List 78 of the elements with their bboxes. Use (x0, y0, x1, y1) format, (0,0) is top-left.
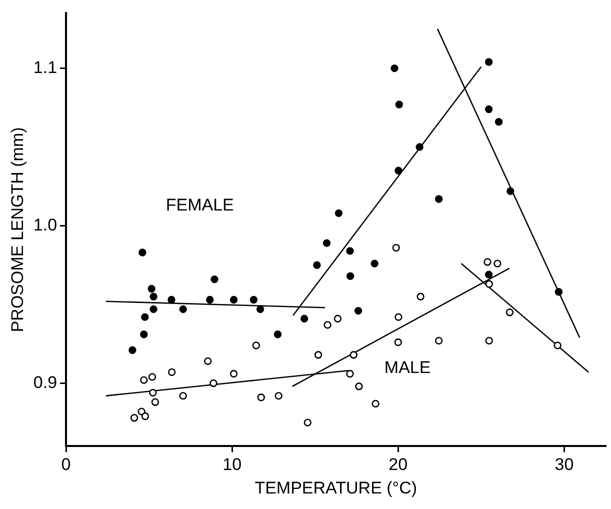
point (346, 370, 354, 378)
point (168, 296, 176, 304)
point (252, 342, 260, 350)
point (138, 248, 146, 256)
series-label: MALE (384, 358, 431, 377)
point (179, 305, 187, 314)
point (484, 258, 492, 266)
point (484, 270, 493, 278)
point (434, 336, 443, 345)
point (506, 187, 514, 195)
point (354, 306, 362, 315)
y-axis-title: PROSOME LENGTH (mm) (8, 127, 27, 332)
point (392, 244, 400, 252)
point (210, 275, 218, 284)
point (346, 247, 354, 255)
point (230, 296, 238, 304)
point (274, 392, 282, 400)
point (494, 118, 503, 126)
point (250, 296, 258, 304)
point (179, 392, 187, 400)
point (394, 166, 402, 175)
point (150, 292, 158, 300)
point (300, 314, 308, 323)
x-tick-label: 0 (61, 455, 71, 474)
point (141, 313, 149, 321)
point (346, 272, 354, 280)
point (256, 305, 264, 314)
point (370, 260, 378, 268)
point (394, 338, 402, 346)
point (372, 400, 380, 408)
point (206, 296, 214, 304)
point (355, 382, 363, 390)
point (416, 292, 424, 300)
point (334, 314, 342, 323)
point (434, 195, 443, 203)
y-tick-label: 1.1 (33, 58, 58, 77)
point (484, 58, 493, 66)
point (148, 284, 156, 293)
point (485, 280, 493, 288)
point (506, 308, 514, 316)
point (168, 368, 176, 376)
y-tick-label: 0.9 (33, 372, 58, 392)
point (140, 376, 148, 384)
point (128, 346, 136, 354)
point (322, 239, 331, 247)
text: FEMALE (166, 196, 234, 215)
point (210, 379, 218, 388)
point (416, 143, 424, 151)
point (150, 305, 158, 314)
point (274, 330, 282, 338)
x-axis-title: TEMPERATURE (°C) (254, 478, 418, 498)
x-tick-label: 20 (388, 455, 408, 474)
point (148, 373, 156, 381)
point (324, 321, 332, 329)
point (130, 414, 138, 422)
point (257, 394, 265, 402)
point (314, 351, 322, 359)
point (390, 64, 398, 72)
point (554, 288, 563, 296)
point (395, 100, 403, 108)
point (313, 261, 321, 269)
x-tick-label: 10 (222, 455, 242, 474)
point (334, 209, 343, 218)
point (394, 313, 402, 321)
point (350, 351, 358, 359)
x-tick-label: 30 (554, 455, 574, 474)
point (151, 398, 160, 406)
point (304, 418, 312, 426)
point (149, 388, 157, 397)
point (140, 330, 148, 338)
y-tick-label: 1.0 (33, 215, 58, 234)
point (204, 357, 212, 366)
point (230, 370, 238, 378)
point (484, 105, 493, 114)
point (485, 336, 493, 345)
point (554, 342, 562, 350)
point (494, 260, 502, 268)
point (141, 412, 150, 420)
